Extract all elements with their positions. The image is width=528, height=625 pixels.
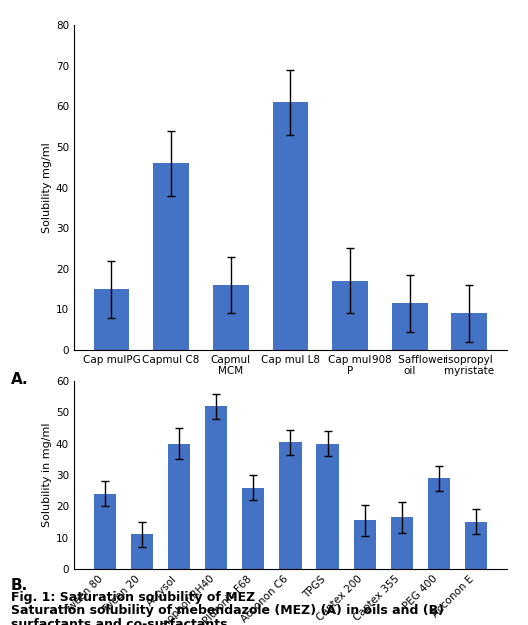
Bar [168, 444, 190, 569]
Bar [242, 488, 265, 569]
Text: A.: A. [11, 372, 28, 387]
Bar [153, 163, 189, 350]
Bar [213, 285, 249, 350]
Bar [332, 281, 368, 350]
Bar [428, 478, 450, 569]
Bar [131, 534, 153, 569]
Bar [93, 289, 129, 350]
Bar [272, 102, 308, 350]
Bar [465, 522, 487, 569]
Bar [316, 444, 338, 569]
Text: Fig. 1: Saturation solubility of MEZ: Fig. 1: Saturation solubility of MEZ [11, 591, 255, 604]
Bar [391, 518, 413, 569]
Bar [392, 303, 428, 350]
Bar [279, 442, 301, 569]
Text: surfactants and co-surfactants: surfactants and co-surfactants [11, 618, 227, 625]
Bar [451, 314, 487, 350]
Bar [93, 494, 116, 569]
Bar [354, 520, 376, 569]
Y-axis label: Solubility mg/ml: Solubility mg/ml [42, 142, 52, 233]
X-axis label: Oil: Oil [281, 385, 300, 399]
Text: B.: B. [11, 578, 28, 593]
Y-axis label: Solubility in mg/ml: Solubility in mg/ml [42, 422, 52, 528]
Bar [205, 406, 227, 569]
Text: Saturation solubility of mebendazole (MEZ) (A) in oils and (B): Saturation solubility of mebendazole (ME… [11, 604, 444, 618]
